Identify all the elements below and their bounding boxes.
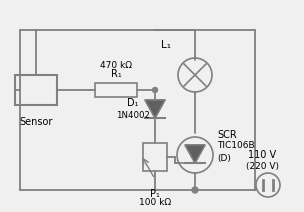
Bar (143, 143, 167, 171)
Text: 100 kΩ: 100 kΩ (139, 198, 171, 207)
Text: SCR: SCR (217, 130, 237, 140)
Text: 1N4002: 1N4002 (116, 110, 150, 120)
Text: 110 V: 110 V (248, 150, 276, 160)
Text: R₁: R₁ (111, 69, 121, 79)
Polygon shape (185, 145, 205, 163)
Text: P₁: P₁ (150, 189, 160, 199)
Circle shape (153, 88, 157, 92)
Text: 470 kΩ: 470 kΩ (100, 61, 132, 70)
Text: (220 V): (220 V) (246, 162, 278, 170)
Circle shape (192, 187, 198, 193)
Text: TIC106B: TIC106B (217, 141, 255, 151)
Text: Sensor: Sensor (19, 117, 53, 127)
Text: D₁: D₁ (127, 98, 139, 108)
Bar (95, 83, 137, 97)
Bar (15, 75, 57, 105)
Text: (D): (D) (217, 153, 231, 163)
Text: L₁: L₁ (161, 40, 171, 50)
Polygon shape (145, 100, 165, 118)
